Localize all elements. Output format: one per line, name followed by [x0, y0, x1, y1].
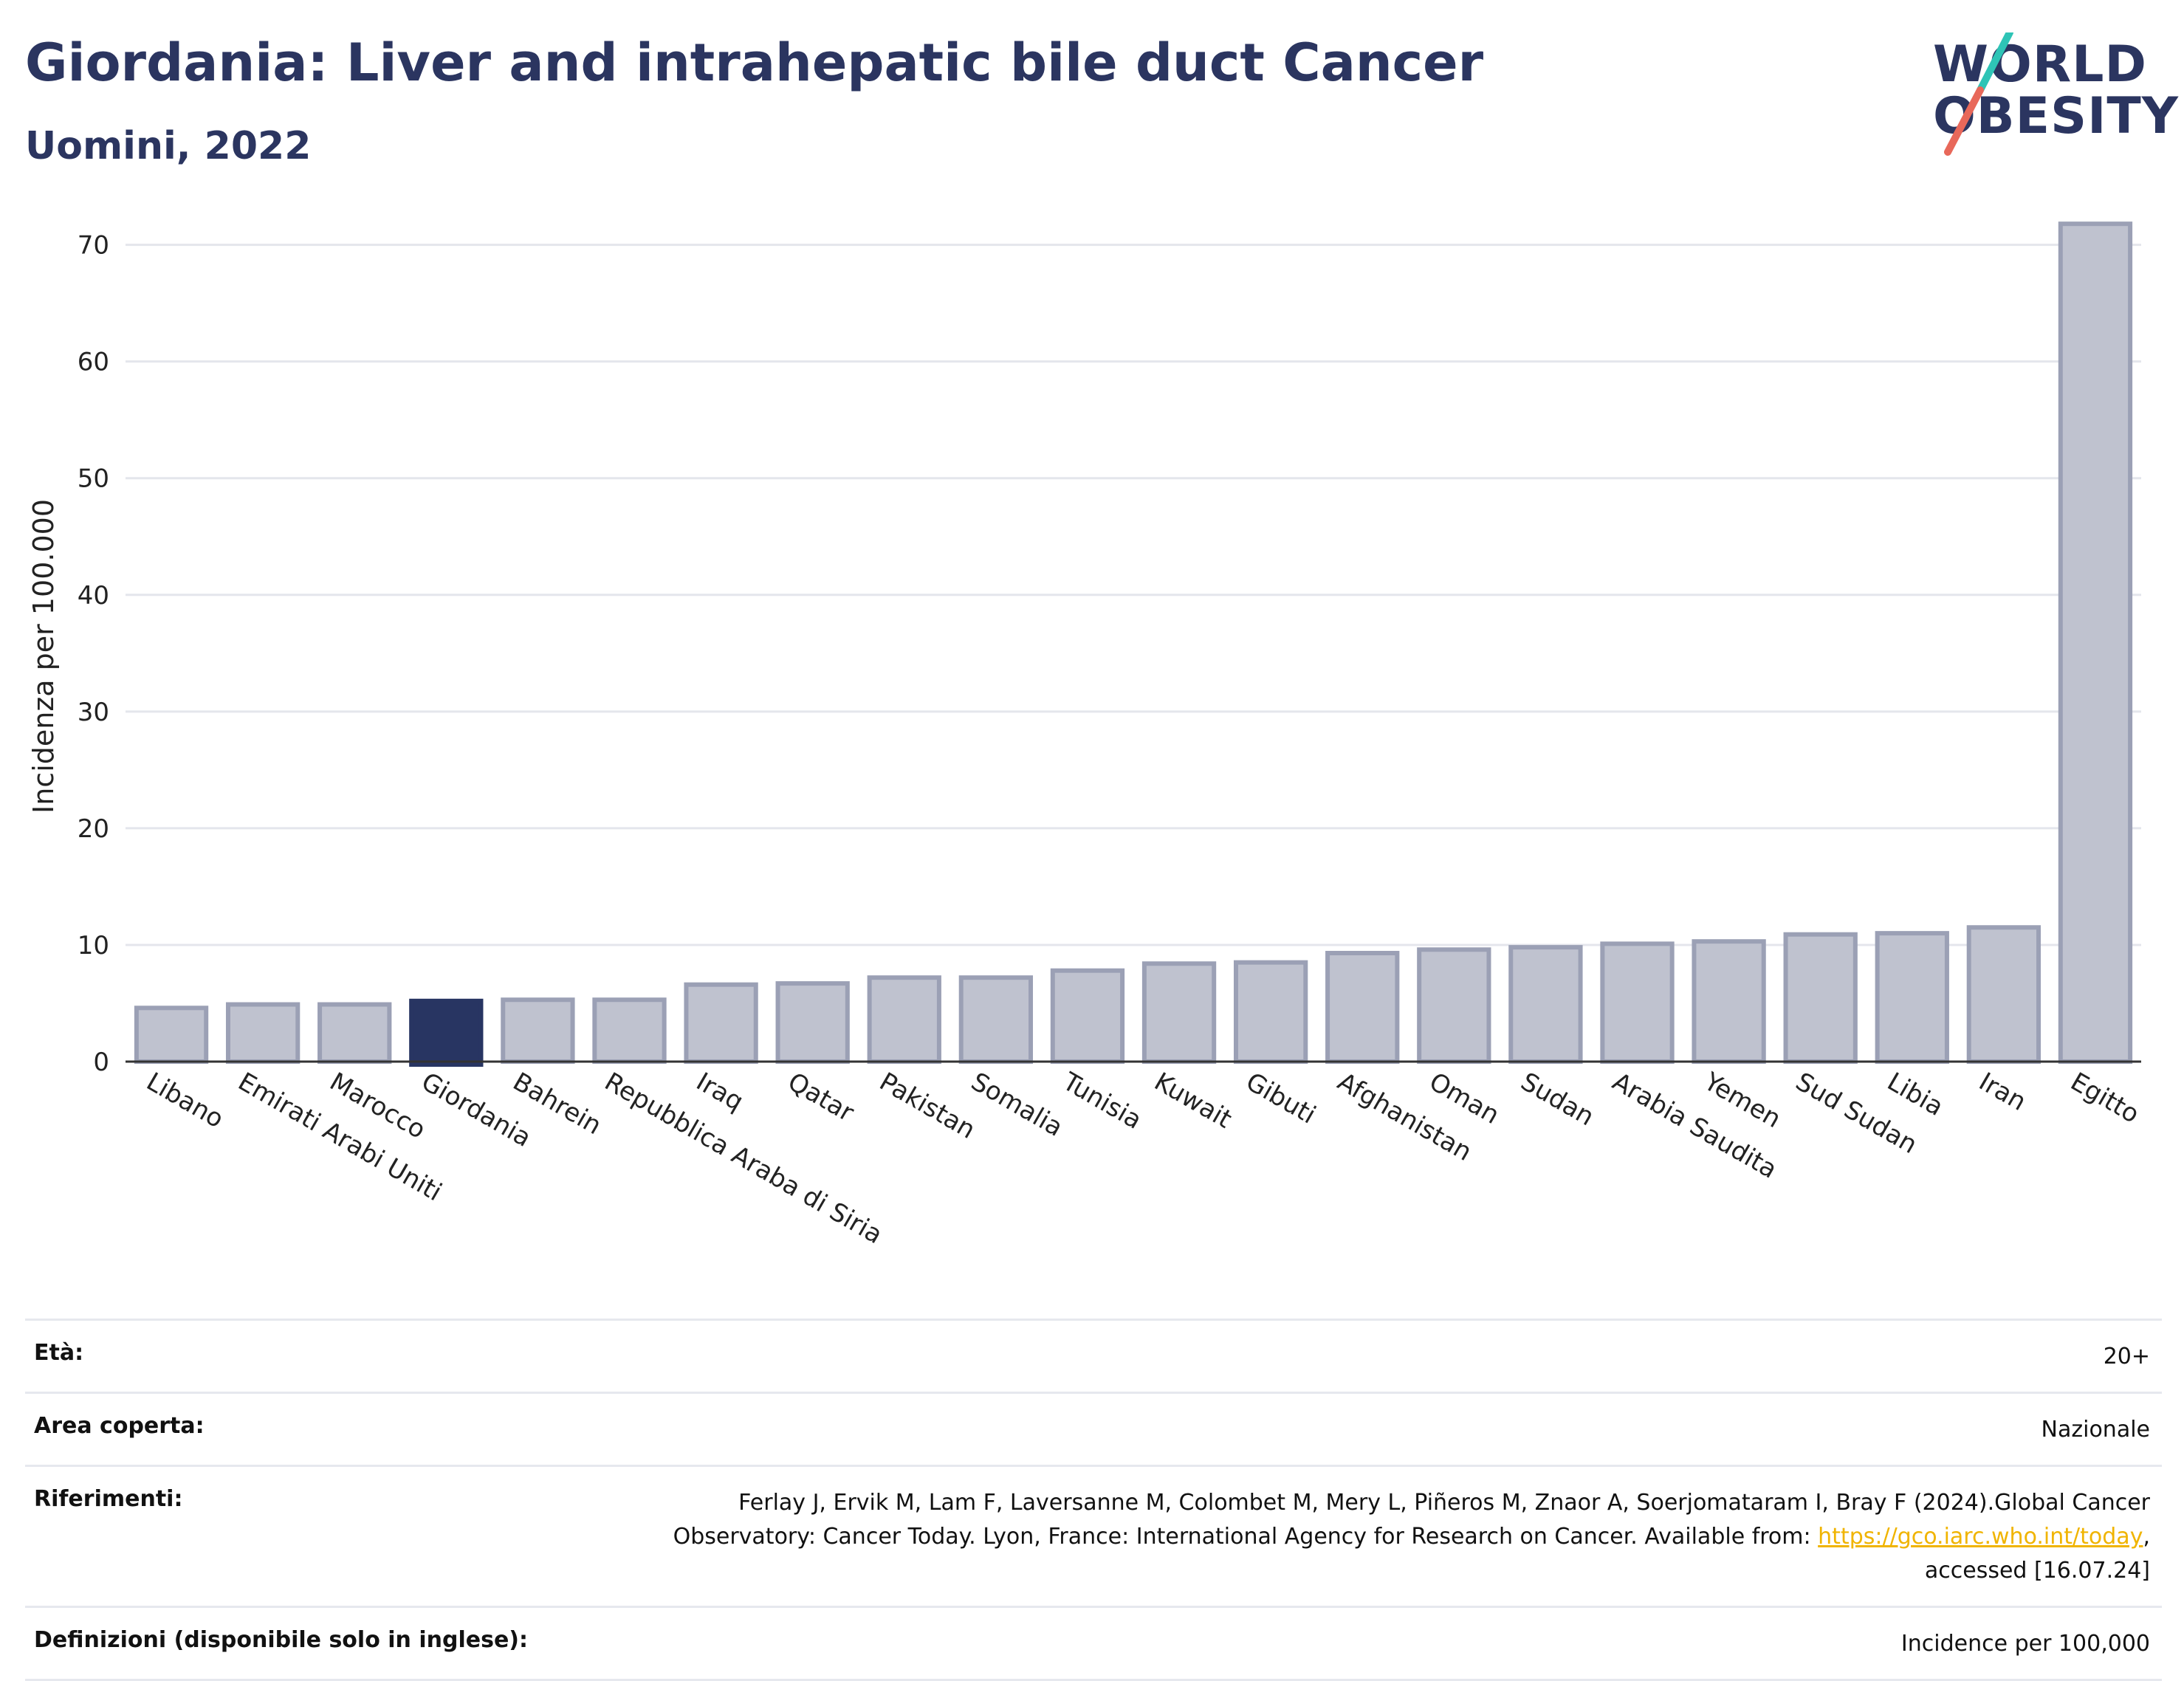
- bar-repubblica-araba-di-siria[interactable]: [592, 997, 667, 1065]
- meta-ref-line3: accessed [16.07.24]: [1924, 1558, 2150, 1584]
- meta-area-label: Area coperta:: [34, 1413, 205, 1439]
- meta-age-label: Età:: [34, 1340, 84, 1366]
- bar-iraq[interactable]: [684, 982, 758, 1065]
- bar-libano[interactable]: [134, 1005, 209, 1064]
- y-tick-label: 30: [78, 698, 109, 727]
- x-tick-label: Libia: [1882, 1067, 1948, 1122]
- x-tick-label: Kuwait: [1150, 1067, 1237, 1134]
- meta-row-definitions: Definizioni (disponibile solo in inglese…: [25, 1606, 2162, 1681]
- x-tick-label: Egitto: [2065, 1067, 2144, 1130]
- metadata-table: Età: 20+ Area coperta: Nazionale Riferim…: [25, 1319, 2162, 1681]
- logo-text-world: WORLD: [1933, 35, 2147, 94]
- x-tick-label: Qatar: [783, 1067, 859, 1128]
- x-tick-label: Pakistan: [874, 1067, 980, 1145]
- chart-gridlines: [126, 244, 2141, 946]
- y-tick-label: 20: [78, 814, 109, 844]
- bar-somalia[interactable]: [958, 975, 1034, 1064]
- x-tick-label: Iraq: [691, 1067, 749, 1117]
- meta-ref-line2-end: ,: [2143, 1524, 2150, 1550]
- x-tick-label: Iran: [1974, 1067, 2030, 1117]
- bar-bahrein[interactable]: [501, 997, 575, 1065]
- meta-ref-line1: Ferlay J, Ervik M, Lam F, Laversanne M, …: [738, 1490, 2150, 1516]
- bar-tunisia[interactable]: [1050, 968, 1125, 1065]
- meta-row-area: Area coperta: Nazionale: [25, 1392, 2162, 1465]
- bar-egitto[interactable]: [2058, 221, 2133, 1064]
- y-tick-label: 60: [78, 348, 109, 377]
- meta-row-references: Riferimenti: Ferlay J, Ervik M, Lam F, L…: [25, 1465, 2162, 1606]
- logo-slash-icon: [1944, 32, 2013, 156]
- bar-oman[interactable]: [1417, 947, 1491, 1065]
- bar-kuwait[interactable]: [1141, 961, 1217, 1064]
- meta-ref-line2: Observatory: Cancer Today. Lyon, France:…: [673, 1524, 1819, 1550]
- world-obesity-logo[interactable]: WORLD OBESITY: [1927, 32, 2178, 158]
- bar-yemen[interactable]: [1692, 939, 1766, 1064]
- y-tick-label: 40: [78, 581, 109, 611]
- meta-ref-label: Riferimenti:: [34, 1486, 183, 1512]
- reference-link[interactable]: https://gco.iarc.who.int/today: [1818, 1524, 2143, 1550]
- x-tick-label: Somalia: [966, 1067, 1068, 1143]
- x-tick-label: Arabia Saudita: [1607, 1067, 1782, 1185]
- bar-libia[interactable]: [1875, 931, 1949, 1065]
- bar-gibuti[interactable]: [1233, 960, 1308, 1065]
- x-tick-label: Tunisia: [1057, 1067, 1147, 1135]
- y-axis-ticks: 0 10 20 30 40 50 60 70: [78, 231, 109, 1077]
- chart-bars: [134, 221, 2133, 1068]
- bar-marocco[interactable]: [317, 1002, 392, 1064]
- y-tick-label: 0: [93, 1048, 109, 1077]
- meta-def-label: Definizioni (disponibile solo in inglese…: [34, 1627, 528, 1653]
- meta-area-value: Nazionale: [2041, 1417, 2150, 1443]
- y-tick-label: 50: [78, 464, 109, 494]
- x-tick-label: Libano: [142, 1067, 229, 1134]
- bar-afghanistan[interactable]: [1325, 951, 1400, 1064]
- meta-ref-value: Ferlay J, Ervik M, Lam F, Laversanne M, …: [673, 1486, 2150, 1588]
- meta-row-age: Età: 20+: [25, 1319, 2162, 1392]
- bar-giordania[interactable]: [409, 998, 484, 1068]
- meta-def-value: Incidence per 100,000: [1900, 1631, 2150, 1657]
- x-axis-ticks: Libano Emirati Arabi UnitiMaroccoGiordani…: [142, 1067, 2144, 1251]
- chart-subtitle: Uomini, 2022: [25, 124, 312, 168]
- x-tick-label: Sudan: [1516, 1067, 1599, 1132]
- bar-chart: 0 10 20 30 40 50 60 70 Libano Emirati Arabi Unit…: [27, 221, 2144, 1251]
- y-tick-label: 10: [78, 931, 109, 960]
- x-tick-label: Gibuti: [1241, 1067, 1321, 1130]
- bar-sud-sudan[interactable]: [1783, 932, 1858, 1064]
- bar-sudan[interactable]: [1508, 945, 1583, 1064]
- bar-iran[interactable]: [1966, 925, 2042, 1064]
- bar-pakistan[interactable]: [867, 975, 941, 1064]
- chart-title: Giordania: Liver and intrahepatic bile d…: [25, 32, 1484, 93]
- bar-emirati-arabi-uniti[interactable]: [225, 1002, 301, 1064]
- y-tick-label: 70: [78, 231, 109, 261]
- y-axis-title: Incidenza per 100.000: [27, 499, 60, 814]
- bar-arabia-saudita[interactable]: [1600, 941, 1675, 1064]
- bar-qatar[interactable]: [775, 981, 850, 1065]
- meta-age-value: 20+: [2103, 1344, 2150, 1369]
